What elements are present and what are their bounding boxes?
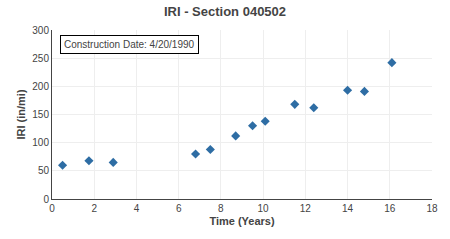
svg-text:50: 50 [38, 165, 50, 176]
svg-text:IRI - Section 040502: IRI - Section 040502 [164, 4, 286, 19]
svg-text:IRI (in/mi): IRI (in/mi) [15, 89, 27, 139]
svg-text:2: 2 [91, 203, 97, 214]
svg-text:0: 0 [49, 203, 55, 214]
svg-text:200: 200 [32, 81, 49, 92]
svg-text:0: 0 [43, 194, 49, 205]
svg-text:Time (Years): Time (Years) [209, 215, 275, 227]
svg-text:300: 300 [32, 25, 49, 36]
svg-text:6: 6 [176, 203, 182, 214]
svg-text:Construction Date: 4/20/1990: Construction Date: 4/20/1990 [64, 39, 195, 50]
svg-text:4: 4 [134, 203, 140, 214]
svg-text:8: 8 [218, 203, 224, 214]
svg-text:100: 100 [32, 137, 49, 148]
svg-text:18: 18 [426, 203, 438, 214]
svg-text:250: 250 [32, 53, 49, 64]
svg-text:150: 150 [32, 109, 49, 120]
svg-text:14: 14 [342, 203, 354, 214]
svg-text:16: 16 [384, 203, 396, 214]
svg-text:10: 10 [258, 203, 270, 214]
svg-text:12: 12 [300, 203, 312, 214]
